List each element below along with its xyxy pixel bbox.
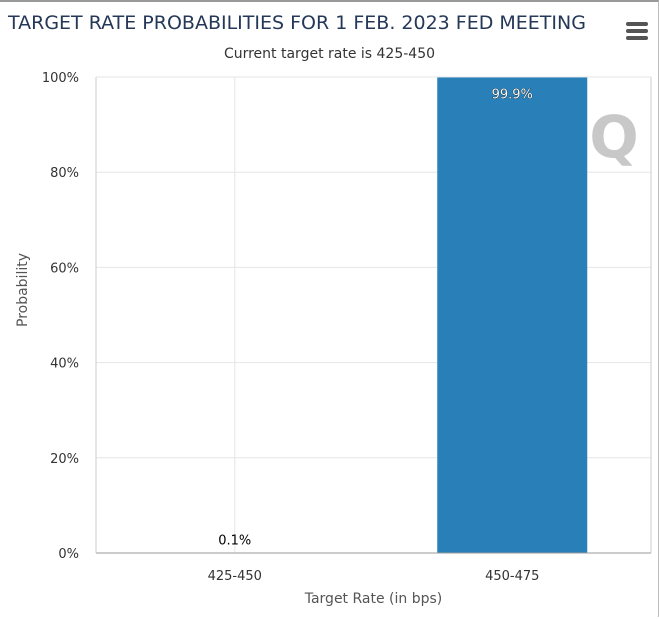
x-axis-title: Target Rate (in bps) [304,591,443,607]
y-axis-title: Probability [15,253,31,327]
watermark-logo: Q [589,103,638,171]
y-tick-label: 60% [50,261,79,276]
data-label: 0.1% [218,534,251,549]
x-tick-label: 450-475 [485,569,539,584]
data-label: 99.9% [492,87,533,102]
x-tick-label: 425-450 [208,569,262,584]
y-tick-label: 40% [50,357,79,372]
bar [437,77,587,553]
y-tick-label: 80% [50,166,79,181]
y-tick-label: 100% [42,71,79,86]
y-tick-label: 0% [58,547,79,562]
y-tick-label: 20% [50,452,79,467]
